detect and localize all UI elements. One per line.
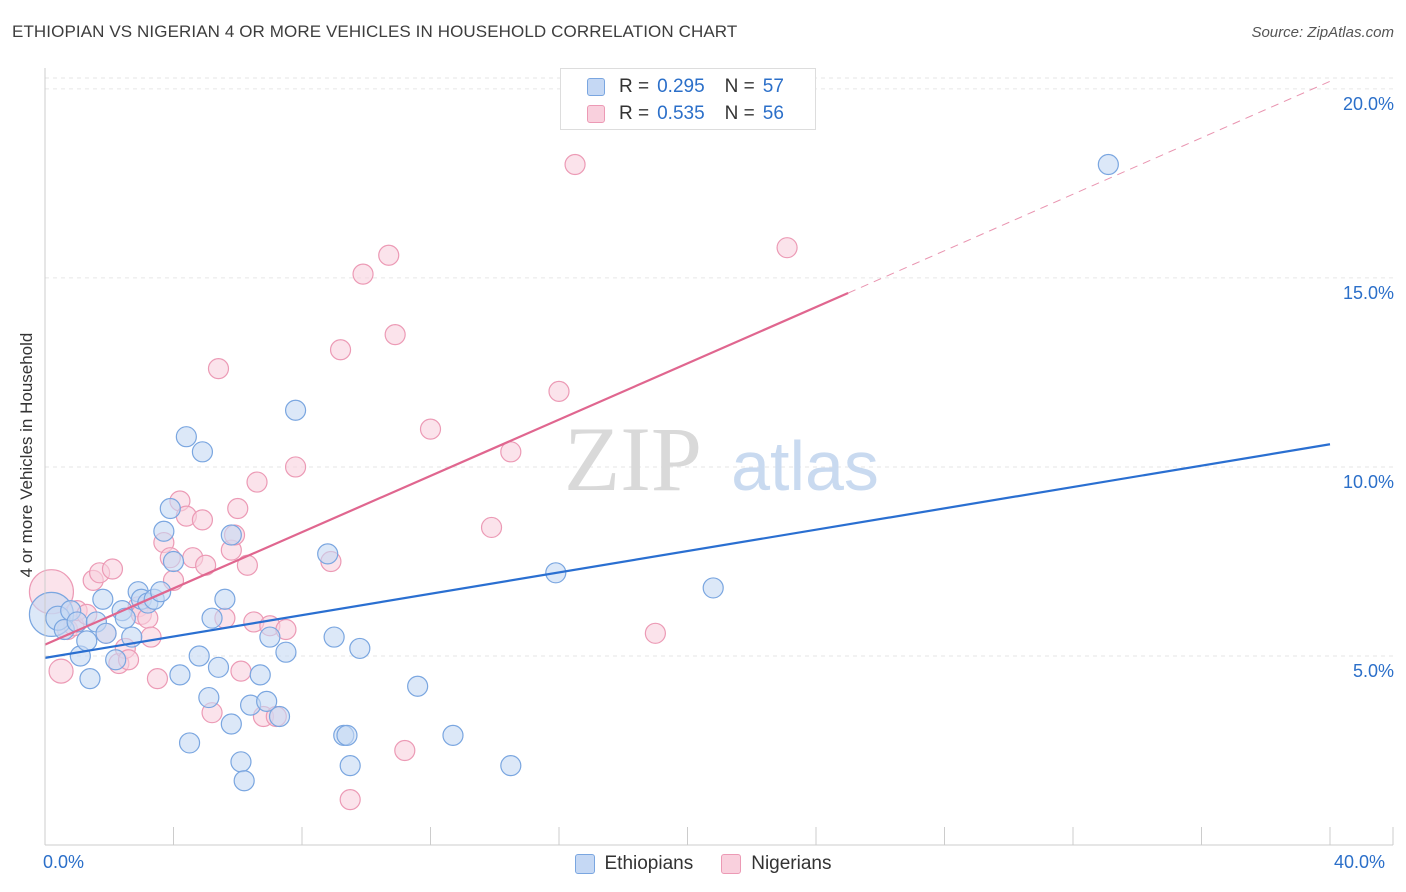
ethiopian-point xyxy=(275,641,297,663)
series-legend: Ethiopians Nigerians xyxy=(0,851,1406,877)
r-value-ethiopians: 0.295 xyxy=(657,76,705,97)
ethiopian-point xyxy=(188,645,210,667)
n-value-nigerians: 56 xyxy=(762,103,784,124)
r-label: R = xyxy=(619,76,650,97)
r-value-nigerians: 0.535 xyxy=(657,103,705,124)
ethiopian-point xyxy=(256,690,278,712)
ethiopian-point xyxy=(323,626,345,648)
ethiopian-point xyxy=(317,543,339,565)
nigerian-point xyxy=(378,244,400,266)
ethiopian-point xyxy=(220,713,242,735)
legend-label-ethiopians: Ethiopians xyxy=(604,853,694,874)
ethiopian-point xyxy=(169,664,191,686)
ethiopian-point xyxy=(198,686,220,709)
ethiopian-point xyxy=(259,626,281,648)
nigerian-point xyxy=(227,497,249,520)
nigerian-point xyxy=(284,456,307,478)
y-tick-label: 15.0% xyxy=(1342,282,1394,303)
ethiopian-point xyxy=(95,622,117,644)
ethiopian-point xyxy=(1097,153,1119,176)
nigerian-point xyxy=(352,263,374,285)
ethiopian-point xyxy=(191,441,214,463)
legend-row-ethiopians: R = 0.295 N = 57 xyxy=(587,74,784,100)
nigerian-swatch xyxy=(587,105,605,123)
nigerian-point xyxy=(48,658,74,684)
x-tick-label-max: 40.0% xyxy=(1334,852,1386,872)
correlation-legend: R = 0.295 N = 57 R = 0.535 N = 56 xyxy=(560,68,816,130)
ethiopian-point xyxy=(284,399,307,421)
nigerian-point xyxy=(329,339,352,361)
ethiopian-point xyxy=(153,520,175,542)
nigerian-swatch xyxy=(721,854,742,874)
ethiopian-point xyxy=(230,751,252,773)
ethiopian-swatch xyxy=(574,854,595,874)
ethiopian-swatch xyxy=(587,78,605,96)
ethiopian-point xyxy=(233,770,255,792)
legend-row-nigerians: R = 0.535 N = 56 xyxy=(587,101,784,127)
chart-source: Source: ZipAtlas.com xyxy=(1251,24,1394,41)
watermark-zip: ZIP xyxy=(564,408,702,510)
n-label: N = xyxy=(724,103,755,124)
ethiopian-point xyxy=(175,426,197,448)
nigerian-point xyxy=(644,622,666,644)
nigerian-point xyxy=(394,739,416,762)
legend-item-nigerians[interactable]: Nigerians xyxy=(721,853,832,875)
ethiopian-point xyxy=(702,577,724,599)
nigerian-trendline xyxy=(44,292,849,646)
nigerian-trendline-extension xyxy=(847,80,1331,294)
nigerian-point xyxy=(419,418,442,440)
ethiopian-point xyxy=(159,497,181,520)
nigerian-point xyxy=(207,358,230,380)
nigerian-point xyxy=(480,516,503,539)
y-tick-label: 10.0% xyxy=(1342,471,1394,492)
nigerian-point xyxy=(191,509,214,531)
ethiopian-point xyxy=(339,755,361,777)
ethiopian-point xyxy=(79,668,101,690)
ethiopian-point xyxy=(92,588,114,610)
ethiopian-point xyxy=(178,732,201,754)
ethiopian-trendline xyxy=(44,443,1331,659)
x-tick-label-min: 0.0% xyxy=(43,852,85,872)
ethiopian-point xyxy=(105,649,127,671)
legend-item-ethiopians[interactable]: Ethiopians xyxy=(574,853,694,875)
ethiopian-point xyxy=(407,675,429,697)
nigerian-point xyxy=(339,789,361,811)
legend-label-nigerians: Nigerians xyxy=(751,853,832,874)
ethiopian-point xyxy=(114,607,136,629)
r-label: R = xyxy=(619,103,650,124)
nigerian-point xyxy=(776,237,798,259)
trend-layer xyxy=(44,80,1331,659)
ethiopian-point xyxy=(220,524,242,546)
ethiopian-point xyxy=(500,755,522,777)
n-value-ethiopians: 57 xyxy=(762,76,784,97)
nigerian-point xyxy=(384,324,406,346)
ethiopian-point xyxy=(214,588,236,610)
ethiopian-point xyxy=(201,607,223,629)
ethiopian-point xyxy=(162,550,185,573)
nigerian-point xyxy=(246,471,268,493)
ethiopian-point xyxy=(268,705,291,728)
ethiopian-point xyxy=(207,656,230,678)
ethiopian-point xyxy=(336,724,358,746)
nigerian-point xyxy=(146,668,169,690)
nigerian-point xyxy=(564,153,586,176)
ethiopian-point xyxy=(76,630,98,652)
nigerian-point xyxy=(101,558,124,580)
watermark: ZIP atlas xyxy=(564,408,879,510)
nigerian-point xyxy=(230,660,252,682)
ethiopian-point xyxy=(442,724,464,746)
ethiopian-point xyxy=(66,611,88,633)
y-tick-label: 20.0% xyxy=(1342,93,1394,114)
ethiopian-point xyxy=(349,637,371,660)
chart-title: ETHIOPIAN VS NIGERIAN 4 OR MORE VEHICLES… xyxy=(12,22,738,41)
y-tick-label: 5.0% xyxy=(1352,660,1394,681)
nigerian-point xyxy=(140,626,162,648)
nigerian-point xyxy=(548,380,570,402)
axis-layer xyxy=(44,68,1394,846)
ethiopian-point xyxy=(249,664,271,686)
n-label: N = xyxy=(724,76,755,97)
watermark-atlas: atlas xyxy=(731,427,879,505)
